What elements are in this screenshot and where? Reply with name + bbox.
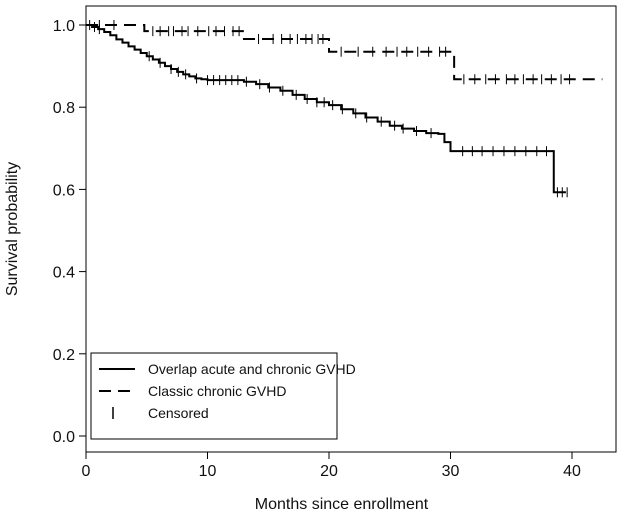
y-tick-label: 0.6	[53, 182, 75, 199]
x-tick-label: 30	[442, 463, 460, 480]
series-layer	[86, 24, 603, 194]
y-axis-label: Survival probability	[4, 162, 21, 296]
y-axis: 0.0 0.2 0.4 0.6 0.8 1.0	[53, 18, 86, 446]
y-tick-label: 0.0	[53, 429, 75, 446]
y-tick-label: 0.8	[53, 100, 75, 117]
plot-frame	[85, 5, 617, 453]
censor-layer	[89, 20, 571, 198]
x-axis: 0 10 20 30 40	[82, 452, 581, 480]
legend-box	[90, 352, 338, 440]
x-tick-label: 40	[563, 463, 581, 480]
legend-entry-classic: Classic chronic GVHD	[148, 383, 286, 399]
plot-area	[85, 5, 617, 453]
y-tick-label: 0.4	[53, 265, 75, 282]
legend: Overlap acute and chronic GVHD Classic c…	[90, 352, 356, 440]
classic-gvhd-curve	[86, 24, 603, 81]
x-tick-label: 20	[320, 463, 338, 480]
x-axis-label: Months since enrollment	[255, 496, 429, 513]
x-tick-label: 10	[199, 463, 217, 480]
y-tick-label: 1.0	[53, 18, 75, 35]
legend-entry-censored: Censored	[148, 405, 209, 421]
x-tick-label: 0	[82, 463, 91, 480]
y-tick-label: 0.2	[53, 347, 75, 364]
legend-entry-overlap: Overlap acute and chronic GVHD	[148, 361, 356, 377]
overlap-gvhd-curve	[86, 24, 566, 194]
